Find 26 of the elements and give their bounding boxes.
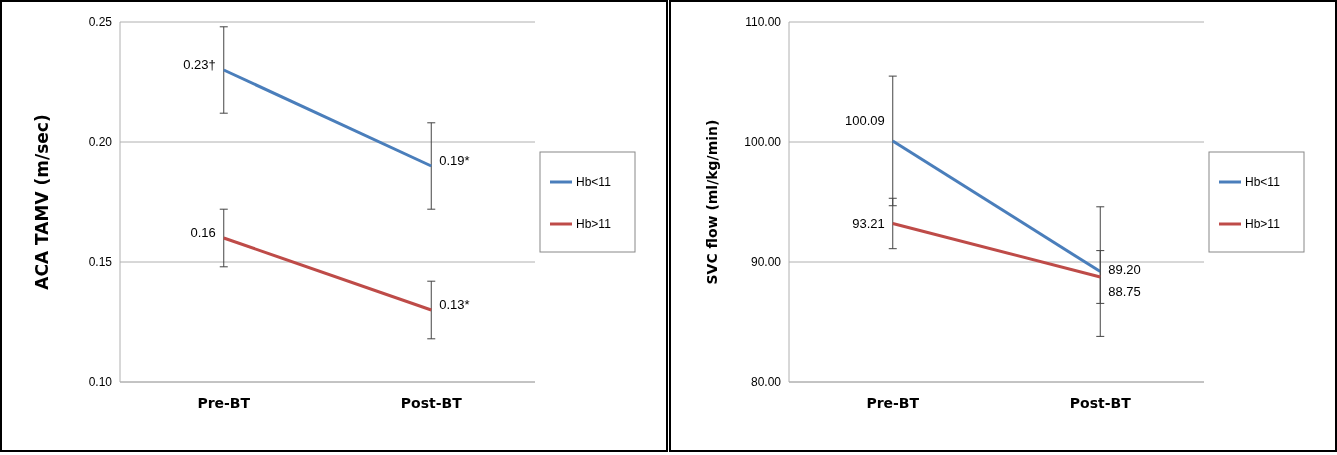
x-tick-label: Post-BT bbox=[1069, 395, 1132, 411]
legend-label: Hb>11 bbox=[1245, 217, 1281, 232]
x-tick-label: Pre-BT bbox=[866, 395, 920, 411]
y-tick-label: 0.25 bbox=[88, 15, 113, 30]
y-axis-title: ACA TAMV (m/sec) bbox=[32, 114, 52, 290]
y-tick-label: 0.15 bbox=[88, 255, 113, 270]
y-tick-label: 100.00 bbox=[744, 135, 782, 150]
data-label: 0.13* bbox=[439, 296, 470, 312]
x-tick-label: Post-BT bbox=[400, 395, 463, 411]
x-tick-label: Pre-BT bbox=[197, 395, 251, 411]
y-tick-label: 0.10 bbox=[88, 375, 113, 390]
y-tick-label: 80.00 bbox=[750, 375, 782, 390]
data-label: 0.23† bbox=[183, 56, 216, 72]
legend-label: Hb<11 bbox=[576, 175, 612, 190]
data-label: 89.20 bbox=[1108, 262, 1141, 278]
legend-label: Hb<11 bbox=[1245, 175, 1281, 190]
y-tick-label: 0.20 bbox=[88, 135, 113, 150]
data-label: 100.09 bbox=[844, 113, 885, 129]
legend-label: Hb>11 bbox=[576, 217, 612, 232]
data-label: 0.19* bbox=[439, 152, 470, 168]
y-tick-label: 90.00 bbox=[750, 255, 782, 270]
y-axis-title: SVC flow (ml/kg/min) bbox=[704, 119, 720, 285]
y-tick-label: 110.00 bbox=[745, 15, 782, 30]
data-label: 88.75 bbox=[1108, 283, 1141, 299]
data-label: 0.16 bbox=[190, 224, 216, 240]
data-label: 93.21 bbox=[852, 216, 885, 232]
